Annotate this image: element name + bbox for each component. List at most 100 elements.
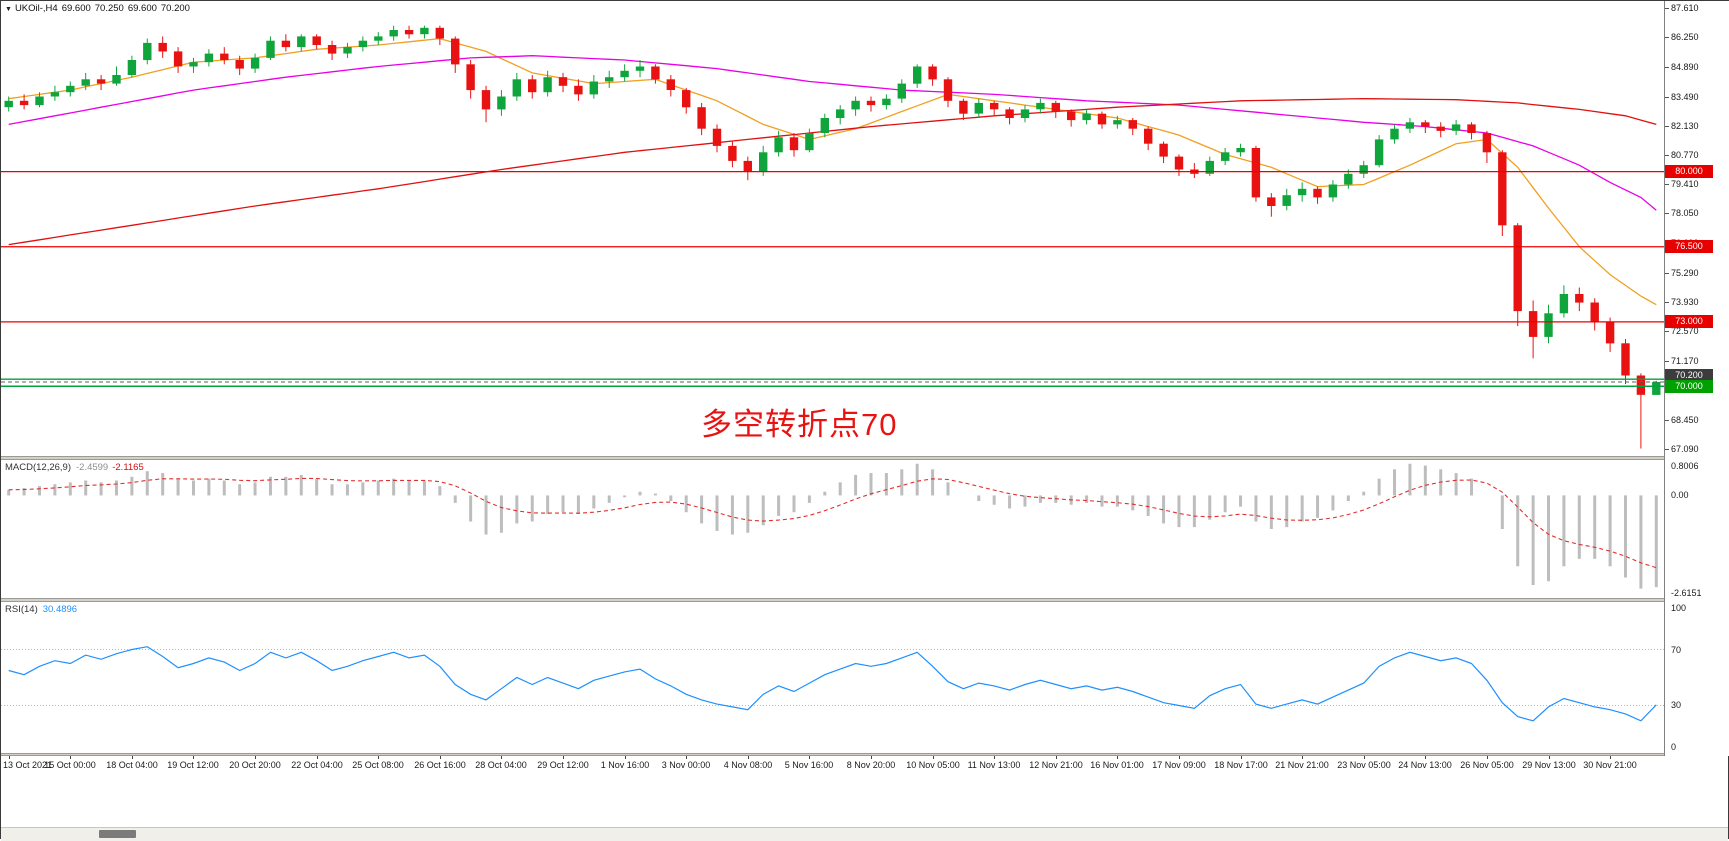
candle	[512, 72, 521, 101]
ohlc-high: 70.250	[94, 3, 124, 14]
ma-slow-red-line[interactable]	[8, 98, 1657, 246]
candle	[1513, 223, 1522, 327]
time-tick-mark	[440, 756, 441, 759]
candle	[404, 25, 414, 39]
time-tick-mark	[255, 756, 256, 759]
macd-canvas[interactable]	[1, 460, 1664, 598]
time-tick-mark	[193, 756, 194, 759]
price-axis-border	[1664, 1, 1665, 756]
candle	[1236, 143, 1245, 157]
price-tick-mark	[1665, 184, 1669, 185]
macd-label: MACD(12,26,9)	[5, 462, 71, 473]
candle	[497, 90, 506, 116]
candle	[1128, 117, 1137, 136]
candle	[281, 34, 291, 52]
time-tick-label: 16 Nov 01:00	[1090, 760, 1144, 770]
candle	[204, 49, 214, 67]
price-tick-mark	[1665, 331, 1669, 332]
candle	[1590, 298, 1599, 331]
price-tick-label: 71.170	[1671, 356, 1699, 366]
rsi-scale-label: 30	[1671, 700, 1682, 710]
pane-separator[interactable]	[1, 598, 1728, 602]
candle	[1282, 188, 1291, 211]
price-badge-76.500: 76.500	[1665, 240, 1713, 253]
candle	[1575, 287, 1584, 312]
time-tick-label: 20 Oct 20:00	[229, 760, 281, 770]
time-tick-label: 26 Nov 05:00	[1460, 760, 1514, 770]
macd-scale-max: 0.8006	[1671, 460, 1699, 471]
candle	[4, 96, 13, 112]
time-tick-label: 18 Oct 04:00	[106, 760, 158, 770]
price-tick-label: 83.490	[1671, 92, 1699, 102]
ma-fast-orange-line[interactable]	[8, 37, 1657, 306]
candle	[1374, 135, 1384, 168]
candle	[35, 92, 44, 108]
price-tick-mark	[1665, 361, 1669, 362]
candle	[1159, 141, 1168, 164]
candle	[189, 57, 198, 73]
rsi-indicator-label: RSI(14) 30.4896	[5, 604, 77, 615]
price-tick-mark	[1665, 449, 1669, 450]
candle	[1467, 122, 1476, 140]
rsi-scale-label: 100	[1671, 603, 1687, 613]
scrollbar-handle[interactable]	[99, 830, 136, 838]
pane-separator[interactable]	[1, 753, 1728, 756]
symbol-dropdown-icon[interactable]: ▼	[5, 6, 12, 13]
candle	[50, 85, 60, 101]
candle	[451, 36, 460, 73]
candle	[1328, 180, 1338, 202]
time-tick-label: 1 Nov 16:00	[600, 760, 650, 770]
time-tick-mark	[1487, 756, 1488, 759]
pane-separator[interactable]	[1, 456, 1728, 460]
time-tick-label: 17 Nov 09:00	[1152, 760, 1206, 770]
candle	[789, 132, 799, 157]
time-tick-label: 26 Oct 16:00	[414, 760, 466, 770]
candle	[528, 75, 537, 99]
ma-mid-magenta-line[interactable]	[8, 55, 1657, 211]
candle	[574, 79, 583, 101]
candle	[112, 66, 121, 86]
candle	[1359, 160, 1368, 179]
macd-pane[interactable]: MACD(12,26,9) -2.4599 -2.1165	[1, 460, 1664, 598]
horizontal-scrollbar[interactable]	[1, 827, 1728, 841]
price-axis[interactable]: 87.610 86.250 84.890 83.490 82.130 80.770 79.4…	[1665, 1, 1729, 756]
candle	[66, 81, 75, 97]
chart-header: ▼ UKOil-,H4 69.600 70.250 69.600 70.200	[5, 3, 194, 14]
candle	[19, 94, 29, 110]
candle	[235, 55, 244, 76]
main-price-pane[interactable]: ▼ UKOil-,H4 69.600 70.250 69.600 70.200 多空转折点…	[1, 1, 1664, 456]
main-chart-canvas[interactable]	[1, 1, 1664, 456]
time-tick-label: 30 Nov 21:00	[1583, 760, 1637, 770]
ohlc-low: 69.600	[127, 3, 157, 14]
price-tick-mark	[1665, 273, 1669, 274]
annotation-text[interactable]: 多空转折点70	[701, 407, 898, 442]
time-tick-mark	[1179, 756, 1180, 759]
macd-scale-zero: 0.00	[1671, 490, 1689, 501]
time-tick-label: 25 Oct 08:00	[352, 760, 404, 770]
candle	[1067, 109, 1076, 127]
candle	[759, 145, 768, 176]
candle	[312, 34, 321, 50]
time-tick-mark	[563, 756, 564, 759]
time-tick-label: 5 Nov 16:00	[784, 760, 834, 770]
time-tick-label: 3 Nov 00:00	[661, 760, 711, 770]
rsi-pane[interactable]: RSI(14) 30.4896	[1, 602, 1664, 753]
time-tick-label: 23 Nov 05:00	[1337, 760, 1391, 770]
rsi-scale-label: 70	[1671, 645, 1682, 655]
time-tick-mark	[132, 756, 133, 759]
time-tick-label: 19 Oct 12:00	[167, 760, 219, 770]
rsi-canvas[interactable]	[1, 602, 1664, 753]
candle	[589, 75, 598, 99]
candle	[866, 96, 876, 112]
candle	[882, 94, 891, 110]
price-tick-mark	[1665, 126, 1669, 127]
price-tick-label: 67.090	[1671, 444, 1699, 454]
candle	[728, 141, 737, 168]
time-tick-mark	[70, 756, 71, 759]
price-tick-mark	[1665, 155, 1669, 156]
price-tick-label: 87.610	[1671, 3, 1699, 13]
price-tick-label: 78.050	[1671, 208, 1699, 218]
time-axis[interactable]: 13 Oct 2021 15 Oct 00:00 18 Oct 04:00 19 Oc…	[1, 756, 1664, 773]
price-tick-label: 80.770	[1671, 150, 1699, 160]
candle	[1251, 145, 1261, 202]
